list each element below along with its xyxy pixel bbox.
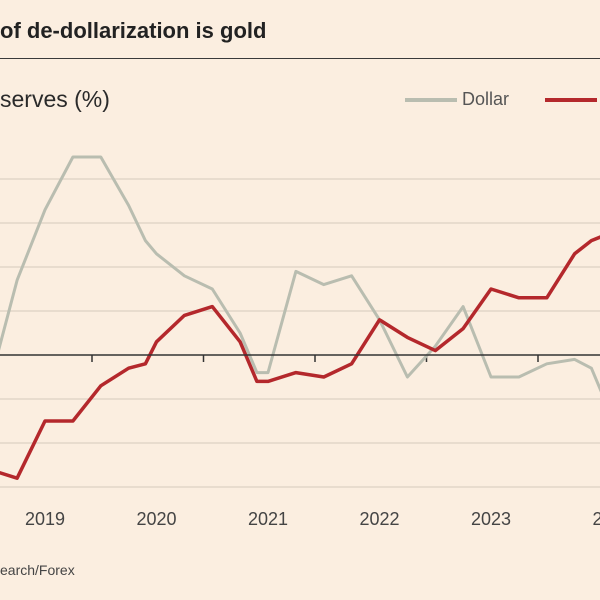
- x-tick-label-1: 2020: [136, 509, 176, 529]
- series-line-dollar: [0, 155, 600, 393]
- legend-swatch-gold: [545, 98, 597, 102]
- chart-subtitle: serves (%): [0, 86, 110, 112]
- x-tick-label-3: 2022: [359, 509, 399, 529]
- legend-swatch-dollar: [405, 98, 457, 102]
- x-tick-label-0: 2019: [25, 509, 65, 529]
- x-tick-label-5: 20: [592, 509, 600, 529]
- title-divider: [0, 58, 600, 59]
- x-tick-label-2: 2021: [248, 509, 288, 529]
- x-tick-label-4: 2023: [471, 509, 511, 529]
- source-note: earch/Forex: [0, 562, 75, 578]
- legend-label-dollar: Dollar: [462, 89, 510, 109]
- chart-title: of de-dollarization is gold: [0, 18, 267, 43]
- series-line-gold: [0, 235, 600, 480]
